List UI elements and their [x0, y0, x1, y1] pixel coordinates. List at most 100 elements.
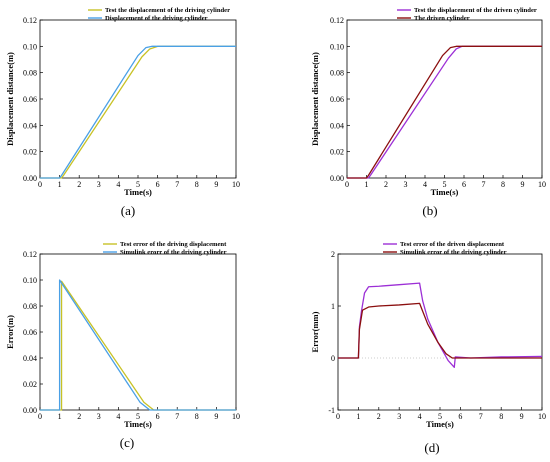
x-tick-label: 7 [175, 412, 179, 421]
x-tick-label: 8 [195, 412, 199, 421]
x-tick-label: 3 [404, 180, 408, 189]
x-tick-label: 6 [156, 180, 160, 189]
y-tick-label: 0.06 [23, 328, 37, 337]
x-tick-label: 5 [443, 180, 447, 189]
x-tick-label: 3 [97, 180, 101, 189]
panel-caption: (a) [121, 203, 135, 218]
plot-frame [39, 253, 237, 411]
x-tick-label: 6 [458, 412, 462, 421]
y-tick-label: 0.10 [23, 276, 37, 285]
x-tick-label: 6 [156, 412, 160, 421]
x-tick-label: 8 [499, 412, 503, 421]
y-tick-label: 1 [331, 302, 335, 311]
x-tick-label: 7 [479, 412, 483, 421]
x-tick-label: 4 [423, 180, 427, 189]
plot-frame [39, 19, 237, 179]
series-line-0 [338, 282, 543, 369]
y-axis-label: Displacement distance(m) [5, 52, 15, 146]
x-axis-label: Time(s) [431, 187, 459, 197]
x-tick-label: 9 [521, 180, 525, 189]
legend-label: The driven cylinder [414, 15, 470, 22]
x-tick-label: 4 [418, 412, 422, 421]
x-axis-label: Time(s) [426, 419, 454, 429]
x-tick-label: 9 [214, 180, 218, 189]
series-line-0 [40, 280, 236, 411]
x-tick-label: 8 [501, 180, 505, 189]
x-tick-label: 2 [77, 180, 81, 189]
legend-label: Test the displacement of the driving cyl… [105, 7, 230, 14]
x-tick-label: 1 [356, 412, 360, 421]
x-tick-label: 7 [482, 180, 486, 189]
y-tick-label: 0.02 [23, 380, 37, 389]
legend-label: Simulink error of the driving cylinder [400, 249, 507, 256]
y-axis-label: Error(mm) [310, 311, 320, 352]
x-tick-label: 10 [538, 412, 546, 421]
y-tick-label: 0.08 [330, 69, 344, 78]
x-tick-label: 1 [58, 180, 62, 189]
x-tick-label: 8 [195, 180, 199, 189]
x-tick-label: 4 [116, 412, 120, 421]
x-tick-label: 2 [377, 412, 381, 421]
x-tick-label: 1 [365, 180, 369, 189]
y-tick-label: 0.04 [330, 121, 344, 130]
x-tick-label: 7 [175, 180, 179, 189]
y-tick-label: 0.08 [23, 302, 37, 311]
legend-label: Displacement of the driving cylinder [105, 15, 208, 22]
chart-panel-0: 0 1 2 3 4 5 6 7 8 9 10 0.00 0.02 0.04 0.06 0.08 0.10 0.12… [5, 7, 240, 218]
y-tick-label: 0.12 [330, 16, 344, 25]
x-tick-label: 9 [214, 412, 218, 421]
x-tick-label: 0 [38, 412, 42, 421]
y-tick-label: 0.00 [330, 174, 344, 183]
x-tick-label: 5 [136, 180, 140, 189]
series-line-0 [347, 45, 542, 179]
y-tick-label: 0.12 [23, 250, 37, 259]
x-tick-label: 5 [136, 412, 140, 421]
x-tick-label: 1 [58, 412, 62, 421]
legend-label: Test error of the driven displacement [400, 241, 505, 248]
y-tick-label: 0.08 [23, 69, 37, 78]
x-tick-label: 10 [232, 180, 240, 189]
y-tick-label: 0.02 [23, 148, 37, 157]
y-tick-label: 0.10 [330, 42, 344, 51]
x-tick-label: 0 [38, 180, 42, 189]
y-tick-label: 0.00 [23, 174, 37, 183]
y-tick-label: -1 [328, 406, 335, 415]
series-line-0 [40, 45, 236, 179]
y-axis-label: Error(m) [5, 315, 15, 349]
legend-label: Test the displacement of the driven cyli… [414, 7, 537, 14]
x-tick-label: 10 [538, 180, 546, 189]
y-tick-label: 0.00 [23, 406, 37, 415]
x-tick-label: 3 [97, 412, 101, 421]
panel-caption: (b) [422, 203, 437, 218]
y-tick-label: 0.06 [330, 95, 344, 104]
y-axis-label: Displacement distance(m) [310, 52, 320, 146]
y-tick-label: 0 [331, 354, 335, 363]
panel-caption: (c) [120, 435, 134, 450]
legend-label: Test error of the driving displacement [120, 241, 227, 248]
series-line-1 [40, 45, 236, 179]
y-tick-label: 0.10 [23, 42, 37, 51]
series-line-1 [40, 279, 236, 411]
y-tick-label: 0.04 [23, 121, 37, 130]
x-tick-label: 0 [336, 412, 340, 421]
chart-panel-2: 0 1 2 3 4 5 6 7 8 9 10 0.00 0.02 0.04 0.06 0.08 0.10 0.12… [5, 241, 240, 450]
y-tick-label: 0.06 [23, 95, 37, 104]
x-tick-label: 3 [397, 412, 401, 421]
x-axis-label: Time(s) [124, 187, 152, 197]
series-line-1 [347, 45, 542, 179]
x-tick-label: 4 [116, 180, 120, 189]
y-tick-label: 0.12 [23, 16, 37, 25]
series-line-1 [338, 302, 542, 359]
plot-frame [337, 253, 543, 411]
y-tick-label: 0.04 [23, 354, 37, 363]
x-tick-label: 10 [232, 412, 240, 421]
panel-caption: (d) [424, 440, 439, 455]
plot-frame [346, 19, 543, 179]
x-tick-label: 6 [462, 180, 466, 189]
x-tick-label: 5 [438, 412, 442, 421]
chart-panel-1: 0 1 2 3 4 5 6 7 8 9 10 0.00 0.02 0.04 0.06 0.08 0.10 0.12… [310, 7, 546, 218]
x-axis-label: Time(s) [124, 419, 152, 429]
legend-label: Simulink erorr of the driving cylinder [120, 249, 227, 256]
